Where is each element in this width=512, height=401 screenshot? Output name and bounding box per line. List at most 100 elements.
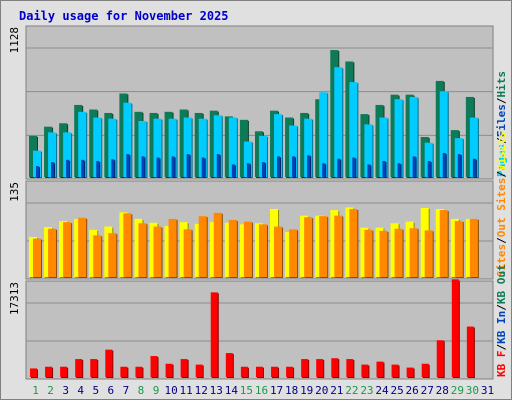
x-tick-label: 1 [32,384,39,397]
sites-bar [394,228,403,277]
x-tick-label: 30 [466,384,479,397]
x-tick-label: 9 [153,384,160,397]
pages-bar [427,160,431,177]
sites-bar [454,221,463,277]
x-tick-label: 26 [406,384,419,397]
sites-bar [424,230,433,277]
x-tick-label: 28 [436,384,449,397]
x-tick-label: 6 [108,384,115,397]
sites-bar [228,219,237,277]
x-tick-label: 18 [285,384,298,397]
kb-bar [406,367,414,377]
kb-bar [391,364,399,377]
kb-bar [316,359,324,377]
pages-bar [81,159,85,177]
pages-bar [156,157,160,177]
x-tick-label: 7 [123,384,130,397]
files-bar [138,120,147,177]
pages-bar [397,163,401,177]
pages-bar [322,163,326,177]
kb-bar [466,326,474,377]
files-bar [198,118,207,177]
sites-bar [409,228,418,277]
sites-bar [364,229,373,277]
files-bar [228,117,237,177]
kb-bar [105,349,113,377]
sites-bar [93,235,102,277]
pages-bar [367,164,371,177]
sites-bar [258,224,267,277]
kb-bar [346,359,354,377]
sites-bar [243,221,252,277]
pages-bar [171,156,175,177]
panel-3-bg [25,280,494,380]
x-tick-label: 24 [375,384,389,397]
ymax-label-visits: 135 [8,182,21,202]
legend-hits-files-pages-item: Pages [495,144,508,177]
x-tick-label: 4 [77,384,84,397]
sites-bar [213,212,222,277]
sites-bar [63,222,72,277]
x-tick-label: 12 [195,384,208,397]
kb-bar [225,353,233,377]
x-tick-label: 20 [315,384,328,397]
pages-bar [186,154,190,177]
kb-bar [60,366,68,377]
pages-bar [231,164,235,177]
sites-bar [334,215,343,277]
kb-bar [45,366,53,377]
kb-bar [30,368,37,377]
kb-bar [271,366,279,377]
ymax-label-kb: 17313 [8,282,21,315]
x-tick-label: 5 [92,384,99,397]
pages-bar [126,154,130,177]
kb-bar [150,356,158,377]
sites-bar [469,218,478,277]
x-tick-label: 8 [138,384,145,397]
legend-hits-files-pages-separator: / [495,137,508,144]
files-bar [409,96,418,177]
pages-bar [51,162,55,177]
pages-bar [442,152,446,177]
files-bar [394,99,403,177]
x-tick-label: 23 [360,384,373,397]
sites-bar [198,216,207,277]
files-bar [424,142,433,177]
x-tick-label: 13 [210,384,223,397]
x-tick-label: 17 [270,384,283,397]
legend-sites-visits-item: Out Sites [495,178,508,238]
legend-kb-separator: / [495,304,508,311]
x-tick-label: 16 [255,384,268,397]
files-bar [469,117,478,177]
pages-bar [382,160,386,177]
pages-bar [36,166,39,177]
files-bar [439,91,448,177]
pages-bar [337,158,341,177]
kb-bar [165,363,173,377]
x-tick-label: 19 [300,384,313,397]
files-bar [93,117,102,177]
legend-kb-item: KB Out [495,264,508,304]
files-bar [379,117,388,177]
kb-bar [75,359,83,377]
files-bar [63,132,72,177]
x-tick-label: 22 [345,384,358,397]
kb-bar [180,359,188,377]
files-bar [258,135,267,177]
sites-bar [349,209,358,277]
kb-bar [90,359,98,377]
files-bar [213,115,222,177]
files-bar [78,111,87,177]
files-bar [108,118,117,177]
kb-bar [286,366,294,377]
sites-bar [319,216,328,277]
legend-sites-visits: Sites/Out Sites/Visits [495,131,508,277]
pages-bar [111,159,115,177]
legend-sites-visits-separator: / [495,171,508,178]
files-bar [319,92,328,177]
x-tick-label: 21 [330,384,343,397]
legend-hits-files-pages-separator: / [495,97,508,104]
kb-bar [451,279,459,377]
